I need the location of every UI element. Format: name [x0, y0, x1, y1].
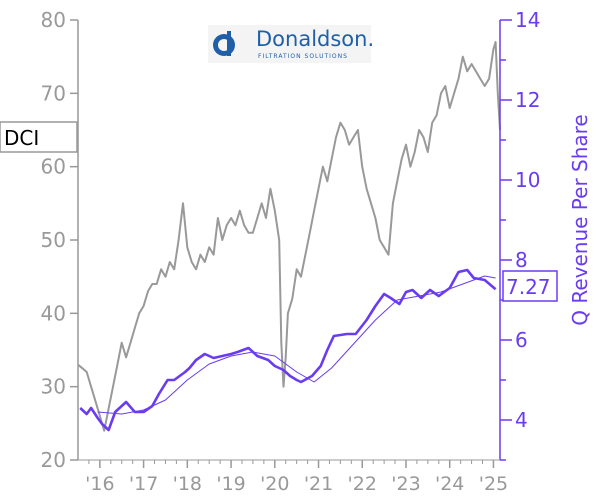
right-axis-tick-label: 12 — [515, 88, 540, 112]
revenue-trend-line — [97, 275, 496, 415]
logo-mark-stem — [227, 31, 231, 56]
right-axis-tick-label: 4 — [515, 408, 528, 432]
ticker-label: DCI — [4, 126, 39, 150]
x-axis-tick-label: '18 — [173, 473, 202, 495]
x-axis-tick-label: '16 — [85, 473, 114, 495]
x-axis-tick-label: '23 — [391, 473, 420, 495]
logo-name: Donaldson. — [256, 27, 374, 51]
x-axis-tick-label: '17 — [129, 473, 158, 495]
ticker-box: DCI — [0, 121, 78, 153]
price-series — [77, 41, 501, 432]
left-axis-tick-label: 70 — [41, 81, 66, 105]
left-axis-tick-label: 50 — [41, 228, 66, 252]
right-axis-tick-label: 8 — [515, 248, 528, 272]
x-axis-tick-label: '21 — [304, 473, 333, 495]
last-value-box: 7.27 — [502, 270, 558, 302]
left-axis-tick-label: 30 — [41, 375, 66, 399]
right-axis-tick-label: 6 — [515, 328, 528, 352]
left-axis-tick-label: 80 — [41, 8, 66, 32]
x-axis-tick-label: '19 — [216, 473, 245, 495]
left-axis-tick-label: 40 — [41, 301, 66, 325]
ticker-box-frame — [0, 121, 78, 153]
last-value-frame — [502, 270, 558, 302]
revenue-line — [79, 268, 497, 432]
right-axis-tick-label: 10 — [515, 168, 540, 192]
left-axis-tick-label: 60 — [41, 155, 66, 179]
price-line — [77, 41, 501, 432]
right-axis-title: Q Revenue Per Share — [568, 114, 592, 326]
axes: 20 30 40 50 60 70 80 4 6 8 10 12 14 '16 '17 '18 '19 '20 '2… — [41, 8, 541, 495]
x-axis-tick-label: '22 — [348, 473, 377, 495]
right-axis-tick-label: 14 — [515, 8, 540, 32]
revenue-series — [79, 268, 497, 432]
x-axis-tick-label: '24 — [435, 473, 464, 495]
donaldson-logo: Donaldson. FILTRATION SOLUTIONS — [208, 25, 374, 63]
x-axis-tick-label: '20 — [260, 473, 289, 495]
logo-background — [208, 25, 371, 63]
x-axis-tick-label: '25 — [479, 473, 508, 495]
logo-tagline: FILTRATION SOLUTIONS — [258, 53, 348, 60]
last-value-label: 7.27 — [506, 275, 551, 299]
left-axis-tick-label: 20 — [41, 448, 66, 472]
